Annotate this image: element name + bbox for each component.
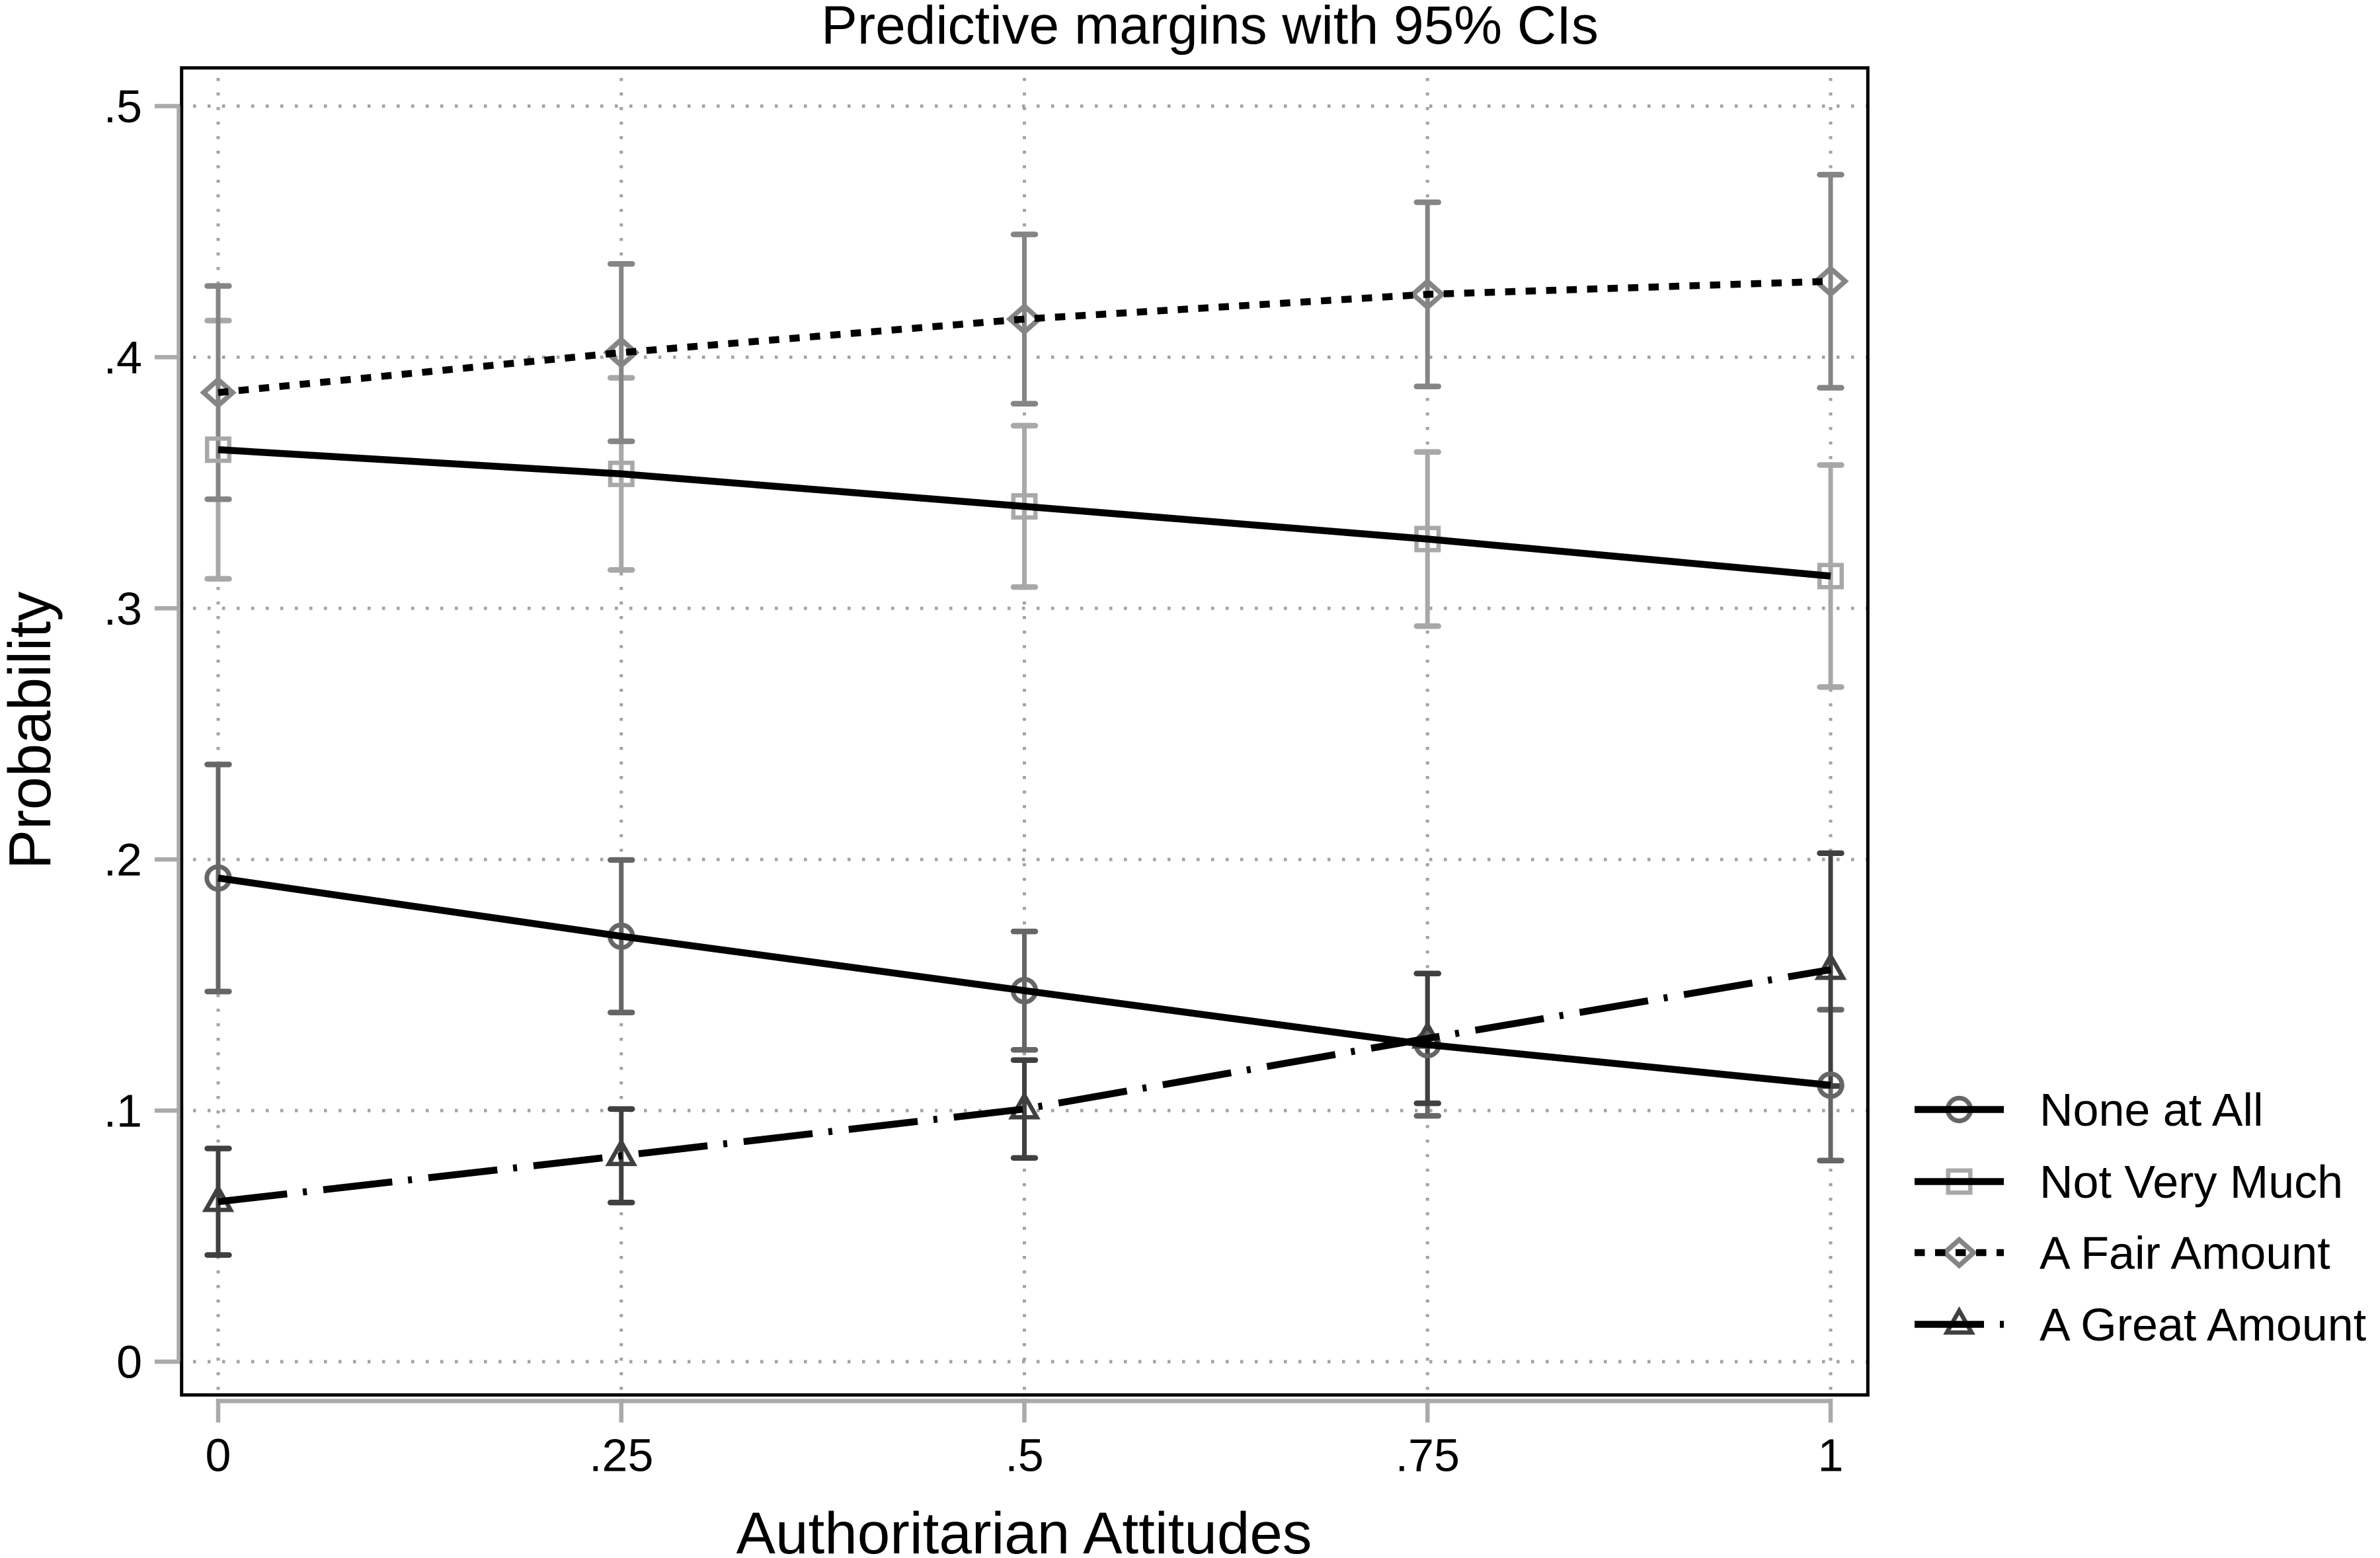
svg-text:0: 0 xyxy=(116,1337,142,1388)
svg-text:Not Very Much: Not Very Much xyxy=(2040,1156,2343,1208)
svg-text:Predictive margins with 95% CI: Predictive margins with 95% CIs xyxy=(821,0,1599,56)
svg-text:0: 0 xyxy=(206,1430,231,1481)
svg-text:.25: .25 xyxy=(589,1430,653,1481)
svg-text:.5: .5 xyxy=(104,81,142,132)
svg-text:.4: .4 xyxy=(104,332,142,383)
svg-text:A Fair Amount: A Fair Amount xyxy=(2040,1227,2330,1279)
svg-text:Authoritarian Attitudes: Authoritarian Attitudes xyxy=(736,1500,1312,1558)
svg-text:.75: .75 xyxy=(1396,1430,1460,1481)
svg-text:1: 1 xyxy=(1818,1430,1844,1481)
svg-text:None at All: None at All xyxy=(2040,1084,2264,1136)
svg-text:.1: .1 xyxy=(104,1085,142,1137)
svg-text:.3: .3 xyxy=(104,583,142,635)
svg-text:.5: .5 xyxy=(1005,1430,1043,1481)
svg-text:A Great Amount: A Great Amount xyxy=(2040,1299,2366,1350)
svg-text:.2: .2 xyxy=(104,834,142,886)
svg-text:Probability: Probability xyxy=(0,592,63,869)
